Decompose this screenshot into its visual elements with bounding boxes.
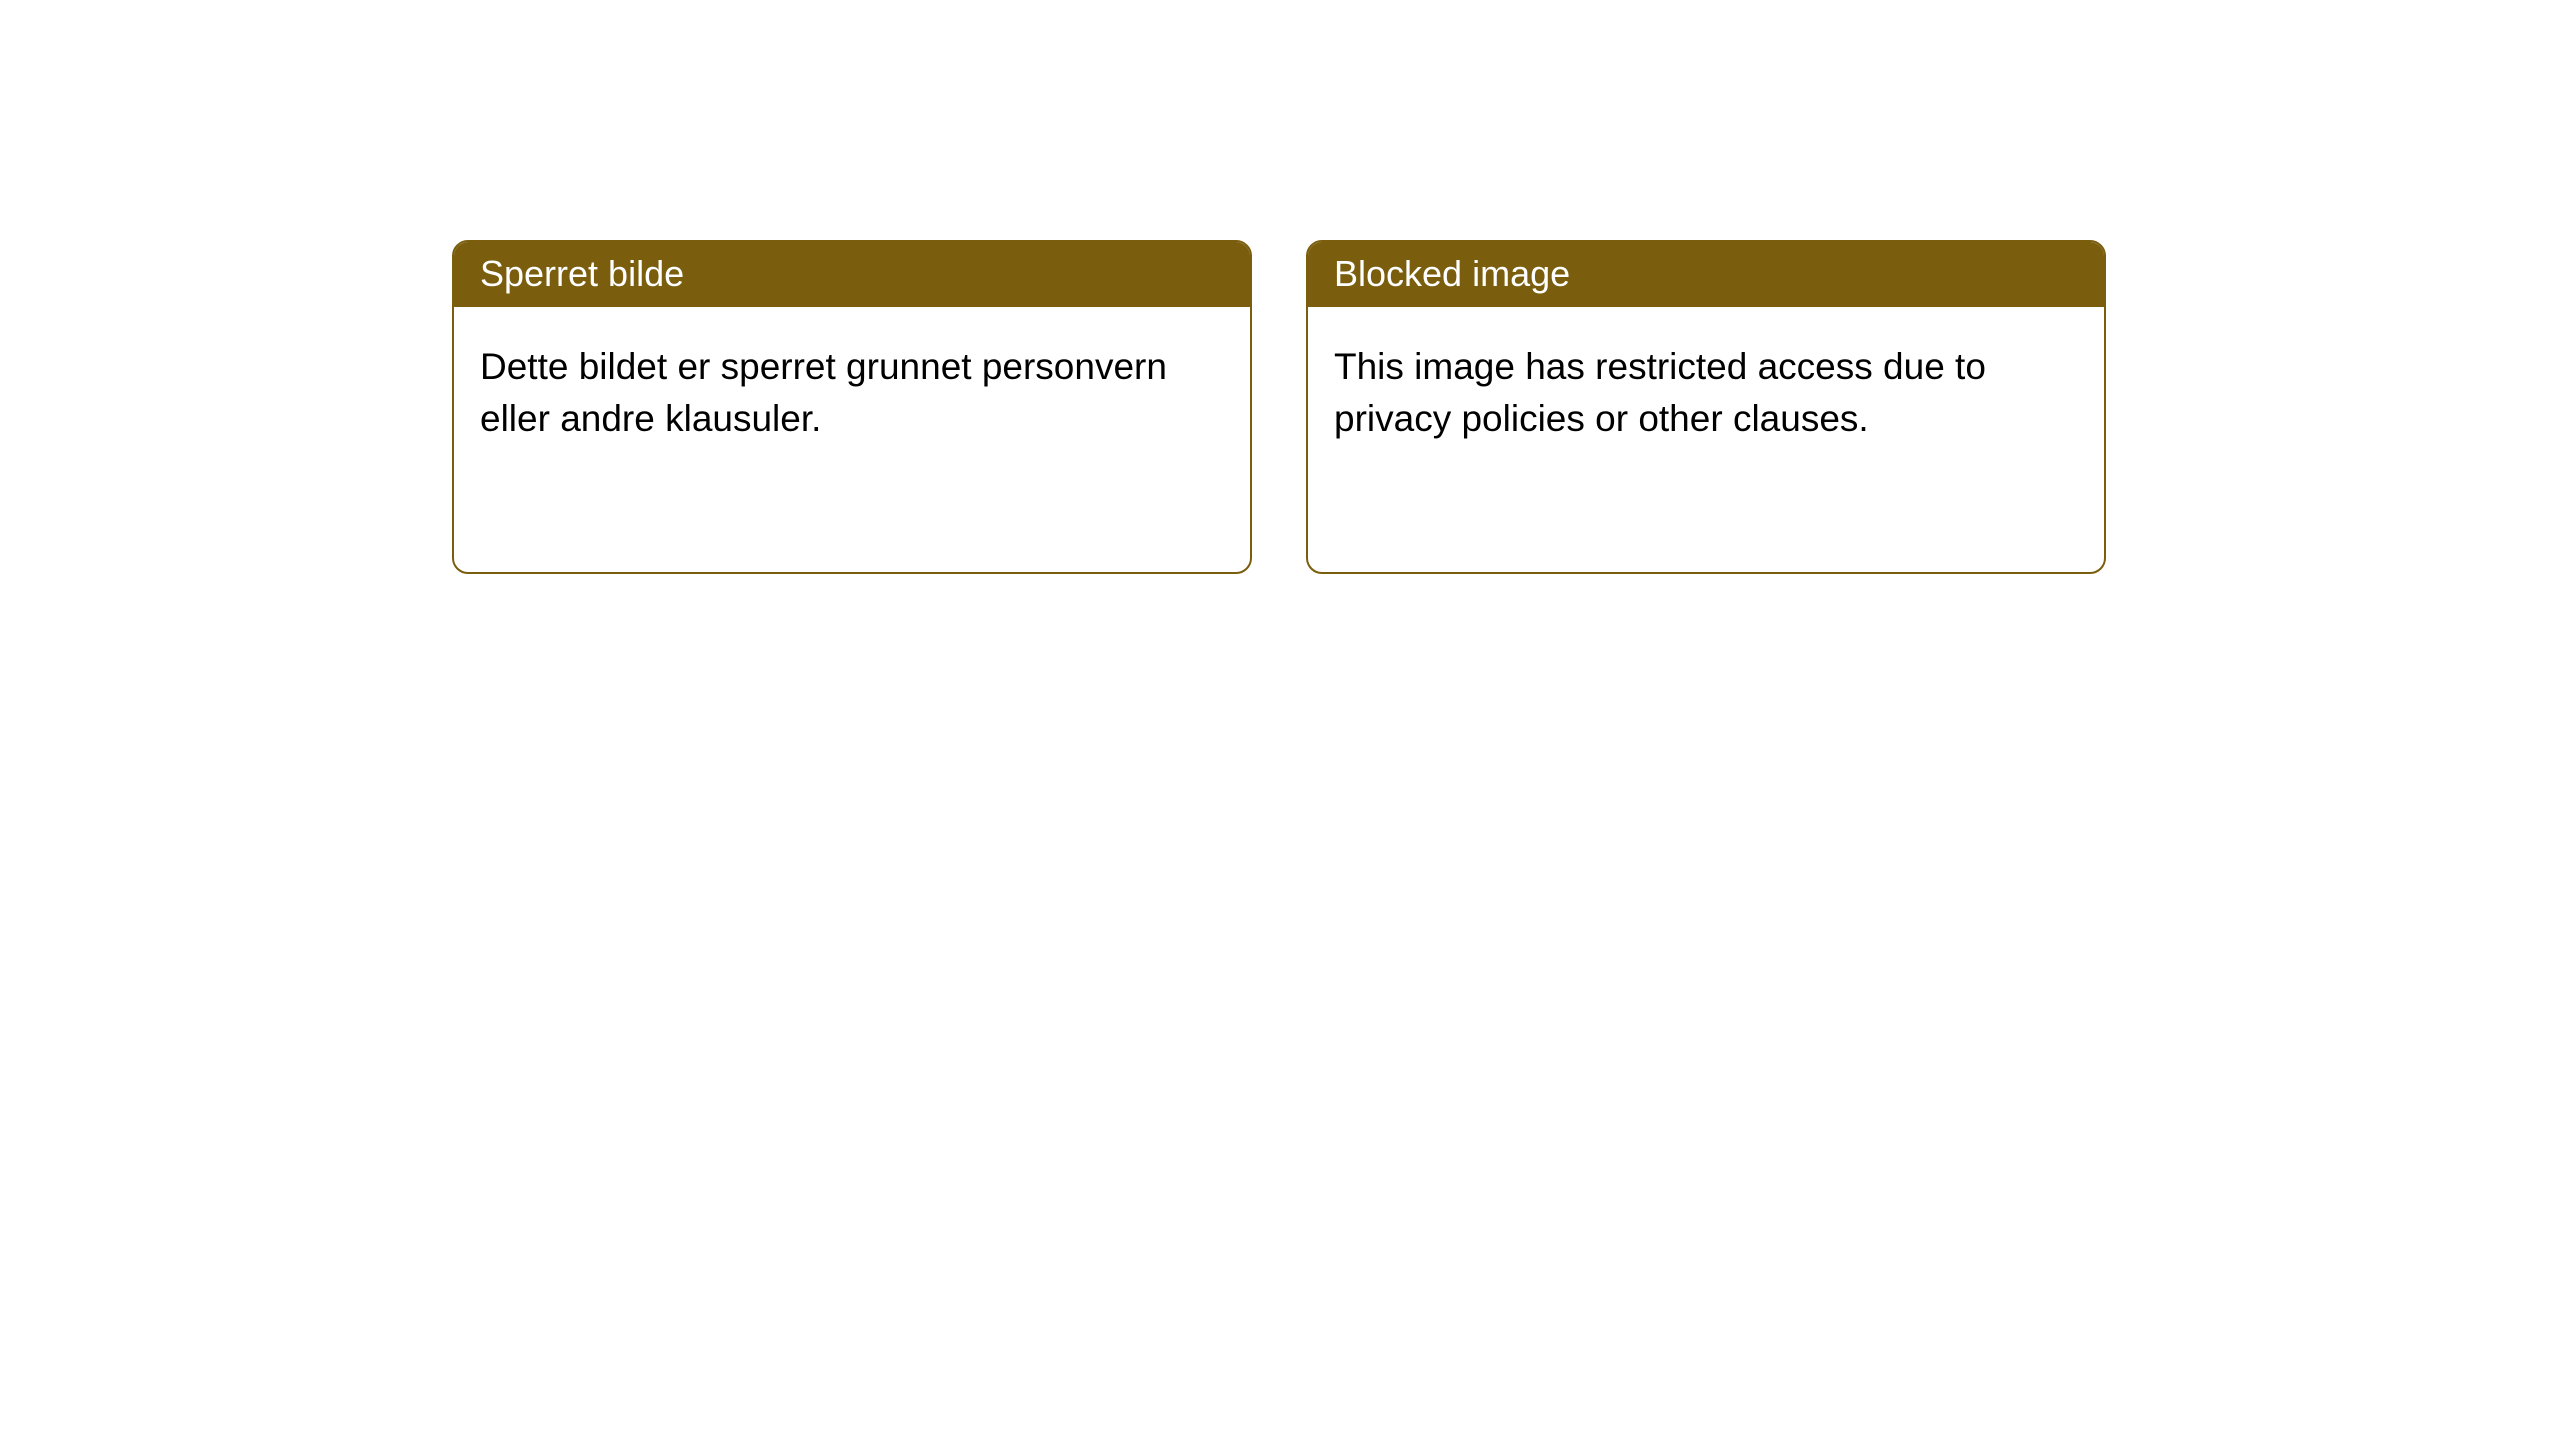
notice-container: Sperret bilde Dette bildet er sperret gr…: [0, 0, 2560, 574]
notice-card-english: Blocked image This image has restricted …: [1306, 240, 2106, 574]
card-header-text: Sperret bilde: [480, 253, 684, 294]
card-header: Blocked image: [1308, 242, 2104, 307]
card-body: This image has restricted access due to …: [1308, 307, 2104, 479]
card-header: Sperret bilde: [454, 242, 1250, 307]
card-body-text: This image has restricted access due to …: [1334, 346, 1986, 439]
card-body: Dette bildet er sperret grunnet personve…: [454, 307, 1250, 479]
card-header-text: Blocked image: [1334, 253, 1570, 294]
card-body-text: Dette bildet er sperret grunnet personve…: [480, 346, 1167, 439]
notice-card-norwegian: Sperret bilde Dette bildet er sperret gr…: [452, 240, 1252, 574]
